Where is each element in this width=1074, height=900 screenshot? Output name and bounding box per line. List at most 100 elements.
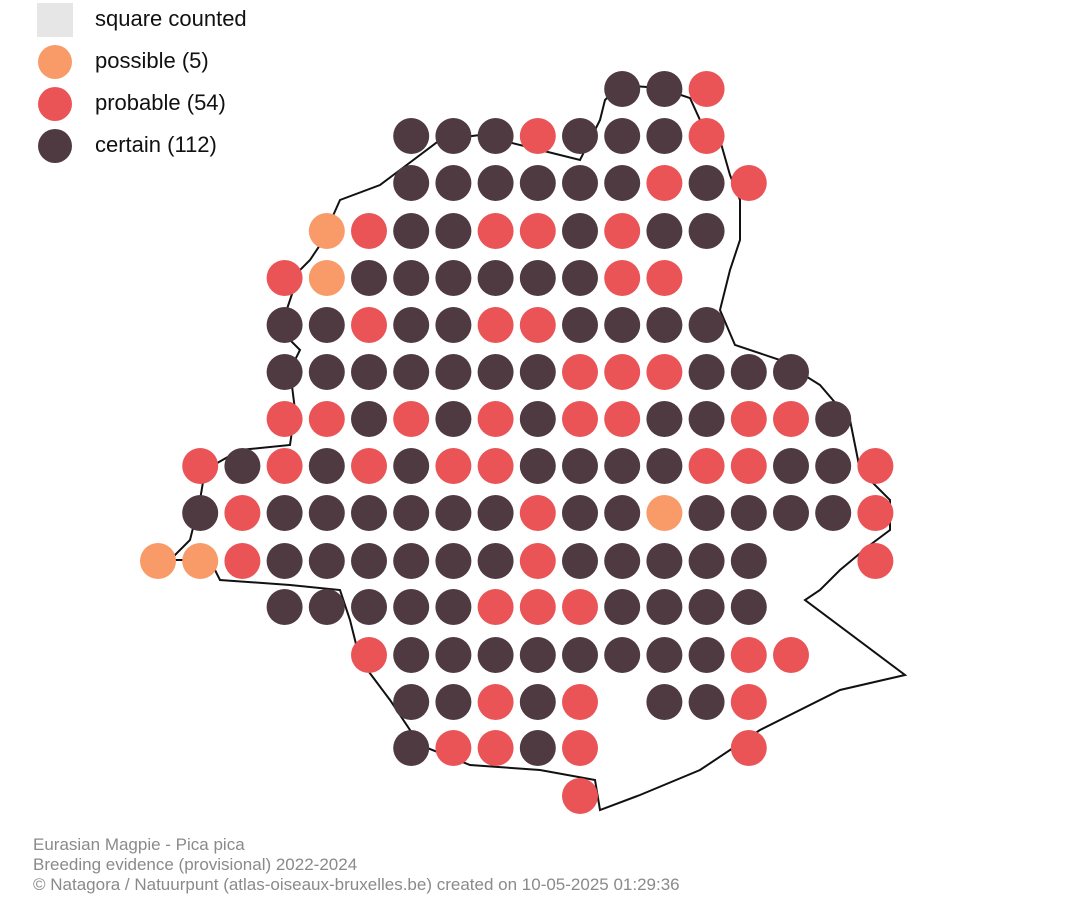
square-dot — [562, 730, 598, 766]
square-dot — [266, 589, 303, 625]
square-dot — [688, 589, 725, 625]
square-dot — [519, 495, 556, 531]
square-dot — [604, 495, 641, 531]
square-dot — [351, 260, 387, 296]
square-dot — [688, 543, 725, 579]
square-dot — [351, 448, 387, 484]
square-dot — [435, 260, 472, 296]
square-dot — [477, 730, 514, 766]
square-dot — [266, 307, 303, 343]
square-dot — [688, 213, 725, 249]
square-dot — [604, 448, 641, 484]
legend-label: probable (54) — [95, 90, 226, 115]
square-dot — [182, 495, 219, 531]
square-dot — [562, 354, 598, 390]
square-dot — [688, 637, 725, 673]
square-dot — [393, 495, 430, 531]
square-dot — [435, 637, 472, 673]
square-dot — [477, 495, 514, 531]
square-dot — [224, 543, 261, 579]
square-dot — [351, 354, 387, 390]
square-dot — [519, 637, 556, 673]
square-dot — [562, 401, 598, 437]
square-dot — [393, 260, 430, 296]
square-dot — [562, 495, 598, 531]
square-dot — [435, 684, 472, 720]
legend: square counted possible (5) probable (54) c… — [37, 3, 247, 163]
square-dot — [815, 495, 852, 531]
square-dot — [646, 307, 683, 343]
square-dot — [308, 260, 345, 296]
square-dot — [266, 448, 303, 484]
square-dot — [393, 637, 430, 673]
square-dot — [477, 118, 514, 154]
square-dot — [435, 401, 472, 437]
square-dot — [604, 589, 641, 625]
square-dot — [519, 448, 556, 484]
square-dot — [519, 213, 556, 249]
square-dot — [477, 213, 514, 249]
square-dot — [646, 684, 683, 720]
square-dot — [351, 543, 387, 579]
square-dot — [351, 495, 387, 531]
square-dot — [477, 260, 514, 296]
legend-label: square counted — [95, 6, 247, 31]
square-dot — [730, 448, 767, 484]
square-dot — [730, 589, 767, 625]
square-dot — [393, 730, 430, 766]
square-dot — [688, 307, 725, 343]
square-dot — [857, 448, 894, 484]
square-dot — [393, 213, 430, 249]
square-dot — [519, 307, 556, 343]
square-dot — [477, 307, 514, 343]
square-dot — [562, 260, 598, 296]
footer-line: Breeding evidence (provisional) 2022-202… — [33, 855, 357, 874]
square-dot — [730, 637, 767, 673]
square-dot — [477, 684, 514, 720]
square-dot — [477, 401, 514, 437]
square-dot — [393, 354, 430, 390]
square-dot — [308, 543, 345, 579]
square-dot — [562, 684, 598, 720]
square-dot — [393, 401, 430, 437]
square-dot — [688, 448, 725, 484]
square-dot — [604, 71, 641, 107]
legend-swatch — [37, 3, 73, 37]
square-dot — [604, 543, 641, 579]
square-dot — [266, 260, 303, 296]
square-dot — [435, 543, 472, 579]
square-dot — [224, 495, 261, 531]
square-dot — [646, 213, 683, 249]
square-dot — [815, 448, 852, 484]
square-dot — [224, 448, 261, 484]
square-dot — [393, 448, 430, 484]
square-dot — [182, 448, 219, 484]
square-dot — [688, 118, 725, 154]
square-dot — [562, 778, 598, 814]
legend-swatch — [38, 45, 72, 79]
square-dot — [562, 637, 598, 673]
square-dot — [477, 637, 514, 673]
square-dot — [308, 448, 345, 484]
square-dot — [646, 401, 683, 437]
square-dot — [266, 495, 303, 531]
square-dot — [140, 543, 176, 579]
square-dot — [773, 495, 809, 531]
square-dot — [730, 401, 767, 437]
square-dot — [519, 118, 556, 154]
footer-line: © Natagora / Natuurpunt (atlas-oiseaux-b… — [33, 875, 680, 894]
square-dot — [604, 260, 641, 296]
square-dot — [604, 354, 641, 390]
square-dot — [435, 354, 472, 390]
square-dot — [435, 730, 472, 766]
square-dot — [646, 589, 683, 625]
square-dot — [477, 354, 514, 390]
footer-line: Eurasian Magpie - Pica pica — [33, 835, 245, 854]
square-dot — [266, 401, 303, 437]
square-dot — [773, 401, 809, 437]
square-dot — [351, 589, 387, 625]
square-dot — [730, 684, 767, 720]
